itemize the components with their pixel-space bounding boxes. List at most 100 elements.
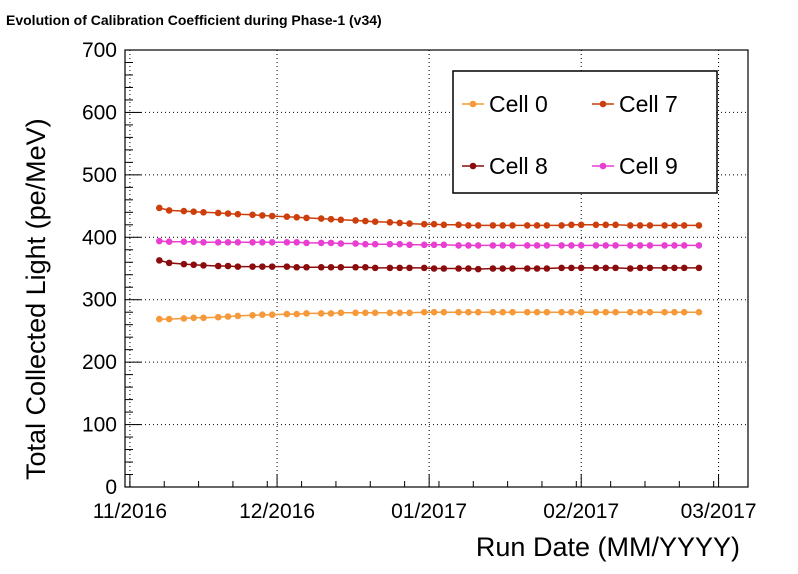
data-point bbox=[420, 241, 428, 249]
data-point bbox=[259, 238, 266, 246]
data-point bbox=[440, 308, 448, 316]
y-tick-label: 200 bbox=[82, 351, 117, 374]
data-point bbox=[626, 265, 634, 272]
data-point bbox=[406, 309, 413, 317]
data-point bbox=[543, 222, 551, 229]
data-point bbox=[165, 238, 173, 245]
data-point bbox=[430, 241, 438, 249]
data-point bbox=[671, 264, 678, 272]
data-point bbox=[430, 220, 438, 228]
data-point bbox=[568, 242, 575, 249]
data-point bbox=[200, 209, 207, 216]
x-tick-label: 12/2016 bbox=[239, 500, 315, 523]
data-point bbox=[165, 315, 173, 323]
data-point bbox=[612, 308, 619, 316]
data-point bbox=[543, 308, 551, 316]
data-point bbox=[626, 308, 634, 316]
data-point bbox=[386, 309, 394, 317]
data-point bbox=[499, 265, 507, 272]
data-point bbox=[224, 262, 232, 270]
data-point bbox=[695, 264, 703, 272]
data-point bbox=[489, 265, 497, 272]
data-point bbox=[303, 310, 310, 317]
data-point bbox=[440, 241, 448, 249]
data-point bbox=[455, 242, 462, 249]
data-point bbox=[327, 263, 335, 271]
data-point bbox=[592, 264, 600, 272]
data-point bbox=[568, 221, 575, 229]
series-cell-8 bbox=[156, 257, 703, 273]
data-point bbox=[352, 217, 359, 224]
y-tick-label: 300 bbox=[82, 289, 117, 312]
data-point bbox=[661, 308, 668, 316]
legend-entry: Cell 0 bbox=[462, 91, 548, 117]
data-point bbox=[509, 222, 516, 229]
data-point bbox=[474, 265, 482, 273]
data-point bbox=[371, 218, 379, 225]
series-group bbox=[156, 204, 703, 323]
data-point bbox=[577, 264, 585, 272]
data-point bbox=[523, 242, 531, 249]
data-point bbox=[214, 262, 222, 270]
legend-entry: Cell 9 bbox=[592, 153, 678, 179]
data-point bbox=[190, 314, 197, 322]
data-point bbox=[362, 309, 369, 317]
x-tick-label: 03/2017 bbox=[681, 500, 757, 523]
data-point bbox=[327, 215, 335, 223]
data-point bbox=[499, 222, 507, 229]
data-point bbox=[602, 308, 610, 316]
data-point bbox=[474, 222, 482, 229]
data-point bbox=[612, 221, 619, 229]
data-point bbox=[636, 308, 644, 316]
legend-box bbox=[452, 70, 718, 194]
data-point bbox=[249, 263, 256, 270]
data-point bbox=[283, 263, 291, 270]
y-tick-label: 600 bbox=[82, 101, 117, 124]
data-point bbox=[509, 308, 516, 316]
data-point bbox=[636, 242, 644, 249]
data-point bbox=[533, 308, 541, 316]
data-point bbox=[234, 263, 242, 270]
data-point bbox=[695, 308, 703, 316]
data-point bbox=[156, 315, 163, 323]
data-point bbox=[592, 221, 600, 229]
data-point bbox=[671, 242, 678, 249]
data-point bbox=[680, 242, 688, 249]
data-point bbox=[224, 313, 232, 320]
data-point bbox=[224, 210, 232, 217]
data-point bbox=[234, 210, 242, 218]
legend-marker bbox=[469, 162, 477, 170]
legend-entry: Cell 8 bbox=[462, 153, 548, 179]
data-point bbox=[293, 263, 300, 271]
data-point bbox=[156, 257, 163, 264]
data-point bbox=[523, 222, 531, 229]
legend-marker bbox=[469, 100, 477, 108]
data-point bbox=[386, 264, 394, 272]
data-point bbox=[465, 308, 472, 316]
data-point bbox=[636, 264, 644, 272]
data-point bbox=[626, 222, 634, 229]
data-point bbox=[214, 209, 222, 217]
data-point bbox=[420, 264, 428, 272]
data-point bbox=[430, 265, 438, 272]
data-point bbox=[249, 312, 256, 319]
legend-label: Cell 0 bbox=[489, 91, 548, 117]
data-point bbox=[386, 219, 394, 226]
data-point bbox=[430, 308, 438, 316]
data-point bbox=[362, 240, 369, 248]
data-point bbox=[337, 263, 345, 271]
data-point bbox=[352, 309, 359, 317]
data-point bbox=[180, 238, 188, 245]
data-point bbox=[577, 221, 585, 229]
data-point bbox=[602, 221, 610, 229]
data-point bbox=[283, 213, 291, 220]
data-point bbox=[396, 309, 404, 317]
data-point bbox=[661, 264, 668, 272]
data-point bbox=[180, 207, 188, 215]
data-point bbox=[406, 264, 413, 272]
data-point bbox=[249, 238, 256, 246]
data-point bbox=[200, 314, 207, 322]
data-point bbox=[317, 263, 325, 271]
data-point bbox=[352, 240, 359, 247]
